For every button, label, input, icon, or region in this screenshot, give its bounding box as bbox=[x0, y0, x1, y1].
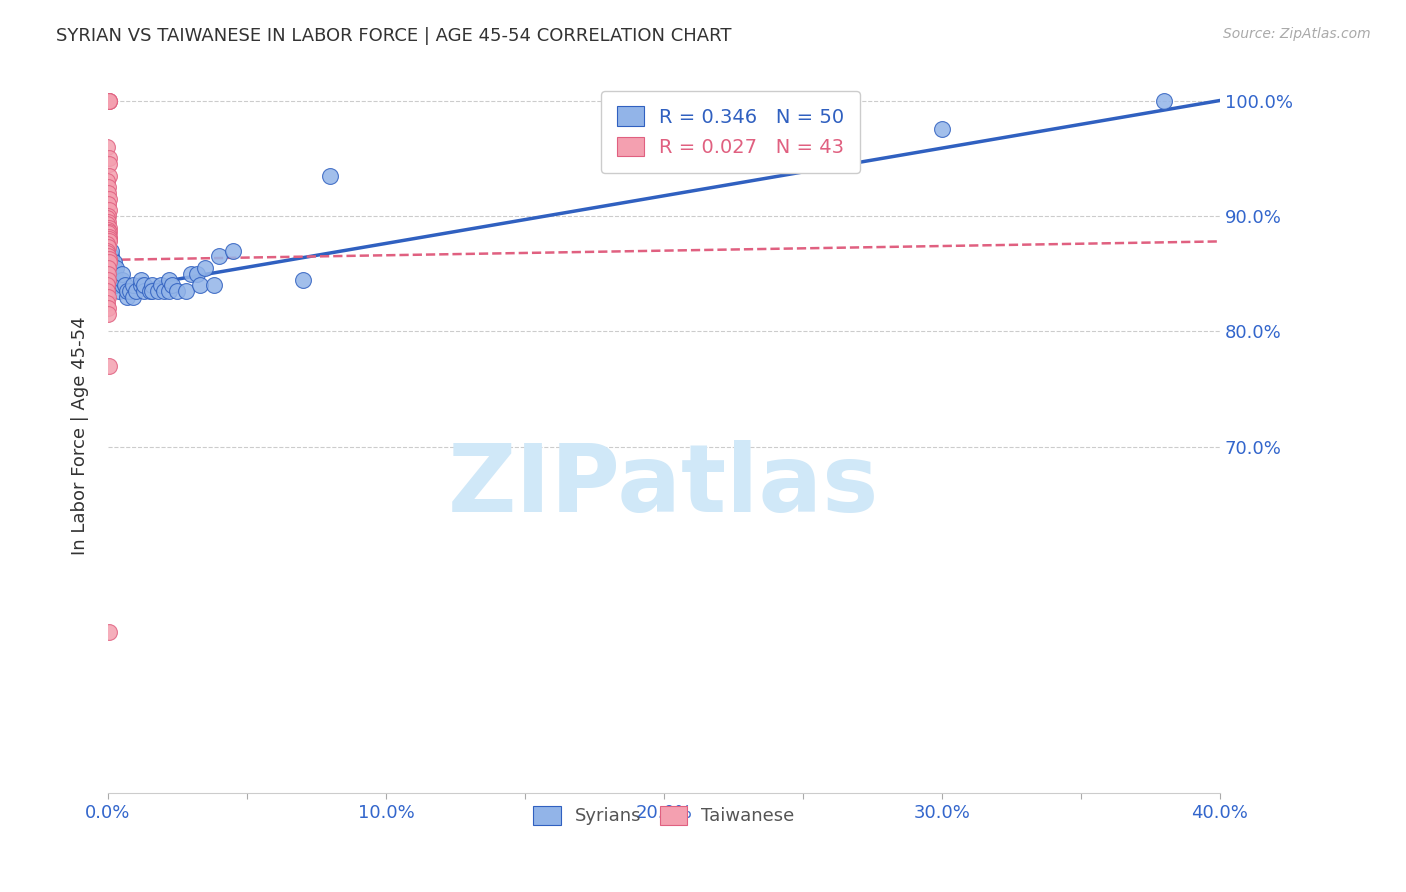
Legend: Syrians, Taiwanese: Syrians, Taiwanese bbox=[524, 797, 803, 834]
Point bbox=[97, 157, 120, 171]
Point bbox=[96, 260, 118, 275]
Point bbox=[291, 272, 314, 286]
Point bbox=[152, 284, 174, 298]
Point bbox=[131, 272, 153, 286]
Point bbox=[96, 295, 118, 310]
Point bbox=[96, 174, 118, 188]
Point bbox=[160, 278, 183, 293]
Point bbox=[100, 260, 122, 275]
Point bbox=[157, 284, 180, 298]
Point bbox=[97, 249, 120, 263]
Point bbox=[105, 260, 128, 275]
Text: Source: ZipAtlas.com: Source: ZipAtlas.com bbox=[1223, 27, 1371, 41]
Text: SYRIAN VS TAIWANESE IN LABOR FORCE | AGE 45-54 CORRELATION CHART: SYRIAN VS TAIWANESE IN LABOR FORCE | AGE… bbox=[56, 27, 731, 45]
Point bbox=[149, 278, 172, 293]
Point bbox=[146, 284, 169, 298]
Point bbox=[157, 272, 180, 286]
Point bbox=[98, 255, 121, 269]
Point bbox=[117, 290, 139, 304]
Point bbox=[141, 284, 163, 298]
Point bbox=[96, 139, 118, 153]
Point bbox=[105, 278, 128, 293]
Point bbox=[103, 260, 125, 275]
Point bbox=[1153, 94, 1175, 108]
Point bbox=[202, 278, 225, 293]
Point bbox=[319, 169, 342, 183]
Point bbox=[96, 246, 118, 260]
Point bbox=[208, 249, 231, 263]
Point bbox=[97, 227, 120, 241]
Point bbox=[141, 278, 163, 293]
Point bbox=[98, 151, 121, 165]
Point bbox=[100, 272, 122, 286]
Point bbox=[96, 217, 118, 231]
Point bbox=[125, 284, 148, 298]
Point bbox=[97, 180, 120, 194]
Text: ZIPatlas: ZIPatlas bbox=[449, 440, 880, 532]
Point bbox=[97, 307, 120, 321]
Point bbox=[100, 249, 122, 263]
Point bbox=[103, 255, 125, 269]
Point bbox=[166, 284, 188, 298]
Point bbox=[180, 267, 202, 281]
Point bbox=[97, 624, 120, 639]
Point bbox=[792, 117, 814, 131]
Point bbox=[97, 267, 120, 281]
Point bbox=[98, 232, 121, 246]
Point bbox=[97, 225, 120, 239]
Point bbox=[174, 284, 197, 298]
Point bbox=[97, 94, 120, 108]
Point bbox=[97, 169, 120, 183]
Point bbox=[138, 284, 160, 298]
Point bbox=[97, 94, 120, 108]
Point bbox=[188, 278, 211, 293]
Point bbox=[194, 260, 217, 275]
Point bbox=[134, 278, 156, 293]
Point bbox=[122, 290, 145, 304]
Point bbox=[134, 284, 156, 298]
Point bbox=[111, 278, 134, 293]
Point bbox=[97, 290, 120, 304]
Point bbox=[131, 278, 153, 293]
Point bbox=[100, 244, 122, 258]
Point bbox=[96, 244, 118, 258]
Point bbox=[186, 267, 208, 281]
Y-axis label: In Labor Force | Age 45-54: In Labor Force | Age 45-54 bbox=[72, 316, 89, 555]
Point bbox=[97, 272, 120, 286]
Point bbox=[97, 240, 120, 254]
Point bbox=[97, 301, 120, 316]
Point bbox=[97, 186, 120, 200]
Point bbox=[100, 255, 122, 269]
Point bbox=[97, 197, 120, 211]
Point bbox=[96, 236, 118, 251]
Point bbox=[97, 209, 120, 223]
Point bbox=[96, 284, 118, 298]
Point bbox=[111, 267, 134, 281]
Point bbox=[97, 252, 120, 266]
Point bbox=[108, 284, 131, 298]
Point bbox=[117, 284, 139, 298]
Point bbox=[122, 278, 145, 293]
Point bbox=[96, 211, 118, 226]
Point bbox=[114, 278, 136, 293]
Point bbox=[97, 235, 120, 249]
Point bbox=[105, 272, 128, 286]
Point bbox=[96, 278, 118, 293]
Point bbox=[103, 278, 125, 293]
Point bbox=[97, 203, 120, 218]
Point bbox=[98, 192, 121, 206]
Point bbox=[97, 94, 120, 108]
Point bbox=[97, 223, 120, 237]
Point bbox=[97, 220, 120, 235]
Point bbox=[111, 272, 134, 286]
Point bbox=[120, 284, 142, 298]
Point bbox=[98, 94, 121, 108]
Point bbox=[97, 359, 120, 373]
Point bbox=[97, 215, 120, 229]
Point bbox=[103, 267, 125, 281]
Point bbox=[222, 244, 245, 258]
Point bbox=[931, 122, 953, 136]
Point bbox=[98, 229, 121, 244]
